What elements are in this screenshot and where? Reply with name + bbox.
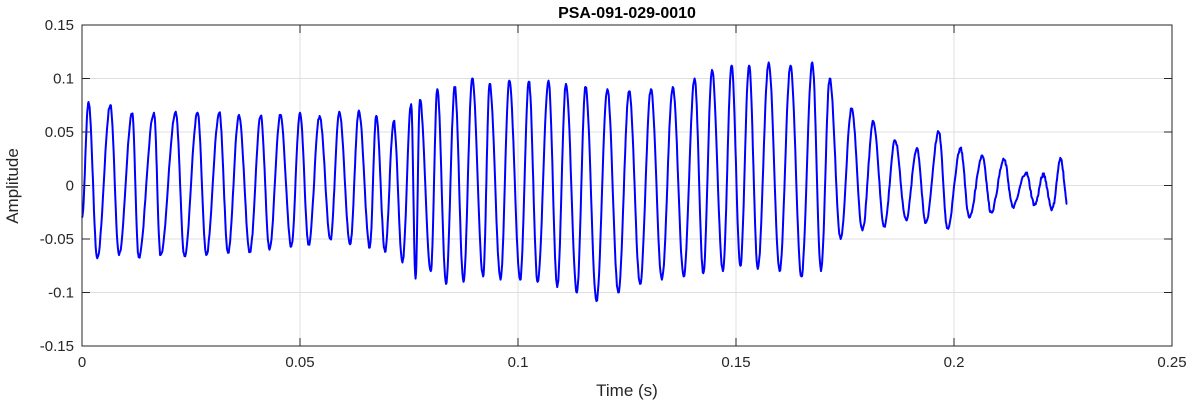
y-tick-label: -0.15 (40, 338, 74, 355)
grid (82, 25, 1172, 346)
y-tick-label: -0.05 (40, 231, 74, 248)
x-tick-label: 0.2 (944, 354, 965, 371)
chart-title: PSA-091-029-0010 (558, 5, 696, 22)
x-tick-label: 0.25 (1157, 354, 1186, 371)
x-axis-label: Time (s) (596, 381, 658, 400)
y-tick-labels: -0.15 -0.1 -0.05 0 0.05 0.1 0.15 (40, 17, 74, 355)
x-tick-label: 0 (78, 354, 86, 371)
y-tick-label: -0.1 (48, 285, 74, 302)
tick-marks (81, 24, 1173, 347)
x-tick-labels: 0 0.05 0.1 0.15 0.2 0.25 (78, 354, 1187, 371)
x-tick-label: 0.1 (508, 354, 529, 371)
y-tick-label: 0.05 (45, 124, 74, 141)
y-tick-label: 0.1 (53, 71, 74, 88)
y-axis-label: Amplitude (3, 148, 22, 224)
series-line-0 (81, 61, 1068, 303)
y-tick-label: 0 (66, 178, 74, 195)
x-tick-label: 0.15 (721, 354, 750, 371)
x-tick-label: 0.05 (285, 354, 314, 371)
y-tick-label: 0.15 (45, 17, 74, 34)
series-lines (81, 61, 1068, 303)
